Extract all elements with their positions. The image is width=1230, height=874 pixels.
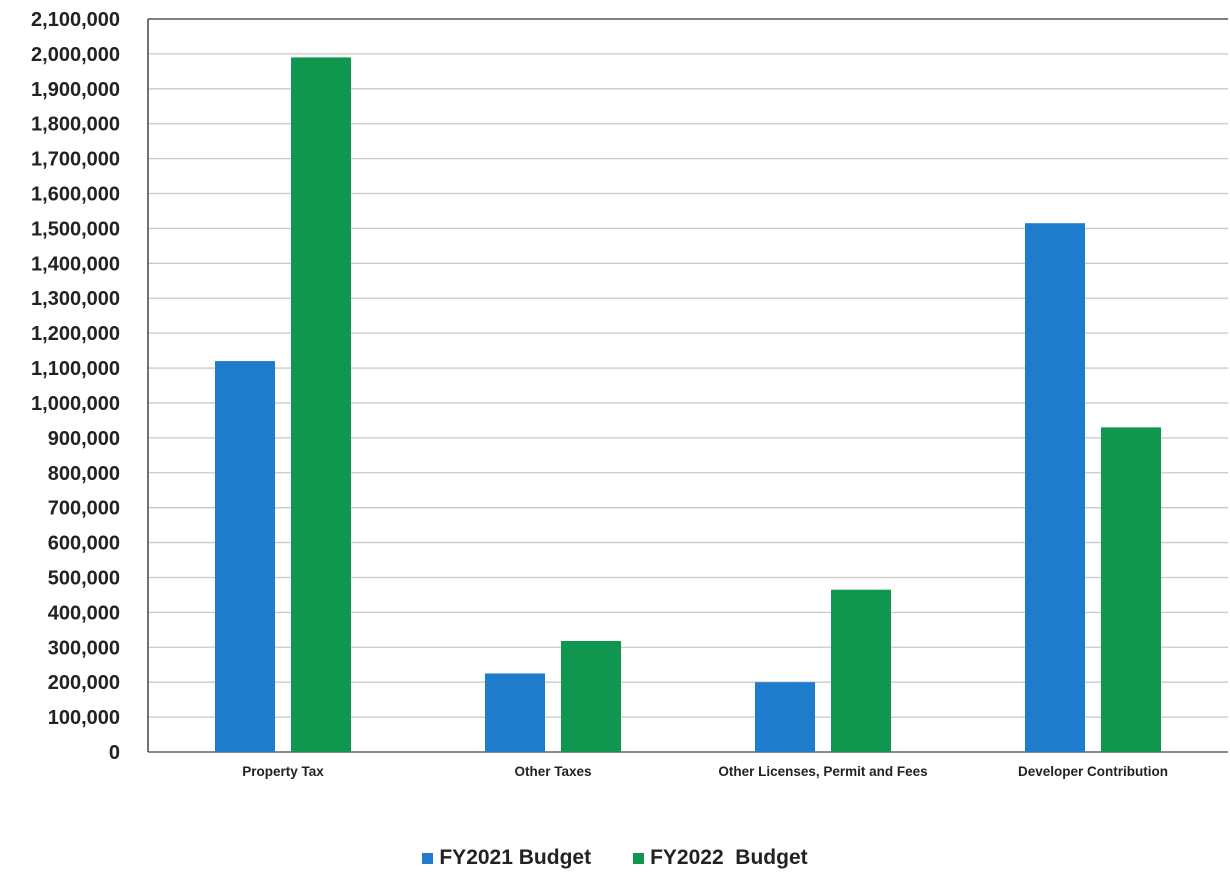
legend-item-fy2021: FY2021 Budget xyxy=(422,846,591,870)
y-tick-label: 2,000,000 xyxy=(31,44,120,66)
x-tick-label: Developer Contribution xyxy=(1018,764,1168,779)
legend-swatch-fy2021 xyxy=(422,852,434,864)
x-tick-label: Other Taxes xyxy=(514,764,591,779)
y-tick-label: 700,000 xyxy=(48,498,120,520)
x-tick-label: Other Licenses, Permit and Fees xyxy=(718,764,927,779)
y-tick-label: 1,600,000 xyxy=(31,184,120,206)
y-tick-label: 200,000 xyxy=(48,672,120,694)
y-tick-label: 900,000 xyxy=(48,428,120,450)
y-tick-label: 500,000 xyxy=(48,567,120,589)
legend-item-fy2022: FY2022 Budget xyxy=(633,846,808,870)
y-axis-tick-labels: 0 100,000 200,000 300,000 400,000 500,000 600,… xyxy=(31,9,120,764)
y-tick-label: 1,700,000 xyxy=(31,149,120,171)
y-tick-label: 1,100,000 xyxy=(31,358,120,380)
bar-fy2021 xyxy=(755,682,815,752)
bar-fy2022 xyxy=(291,57,351,752)
y-tick-label: 2,100,000 xyxy=(31,9,120,31)
y-tick-label: 300,000 xyxy=(48,637,120,659)
x-axis-tick-labels: Property Tax Other Taxes Other Licenses, P… xyxy=(242,764,1168,779)
y-tick-label: 1,000,000 xyxy=(31,393,120,415)
legend-swatch-fy2022 xyxy=(633,852,645,864)
y-tick-label: 100,000 xyxy=(48,707,120,729)
y-tick-label: 1,900,000 xyxy=(31,79,120,101)
y-tick-label: 800,000 xyxy=(48,463,120,485)
x-tick-label: Property Tax xyxy=(242,764,324,779)
bar-fy2021 xyxy=(485,673,545,752)
bar-fy2022 xyxy=(1101,427,1161,752)
y-tick-label: 1,300,000 xyxy=(31,288,120,310)
y-tick-label: 1,200,000 xyxy=(31,323,120,345)
legend-label-fy2021: FY2021 Budget xyxy=(439,846,592,869)
legend: FY2021 Budget FY2022 Budget xyxy=(0,846,1230,870)
bar-fy2021 xyxy=(215,361,275,752)
y-tick-label: 0 xyxy=(109,742,120,764)
bar-fy2021 xyxy=(1025,223,1085,752)
y-tick-label: 1,400,000 xyxy=(31,253,120,275)
legend-label-fy2022: FY2022 Budget xyxy=(650,846,808,869)
y-tick-label: 600,000 xyxy=(48,533,120,555)
y-tick-label: 1,800,000 xyxy=(31,114,120,136)
bars xyxy=(215,57,1161,752)
bar-fy2022 xyxy=(561,641,621,752)
y-tick-label: 400,000 xyxy=(48,602,120,624)
y-tick-label: 1,500,000 xyxy=(31,218,120,240)
bar-fy2022 xyxy=(831,589,891,752)
